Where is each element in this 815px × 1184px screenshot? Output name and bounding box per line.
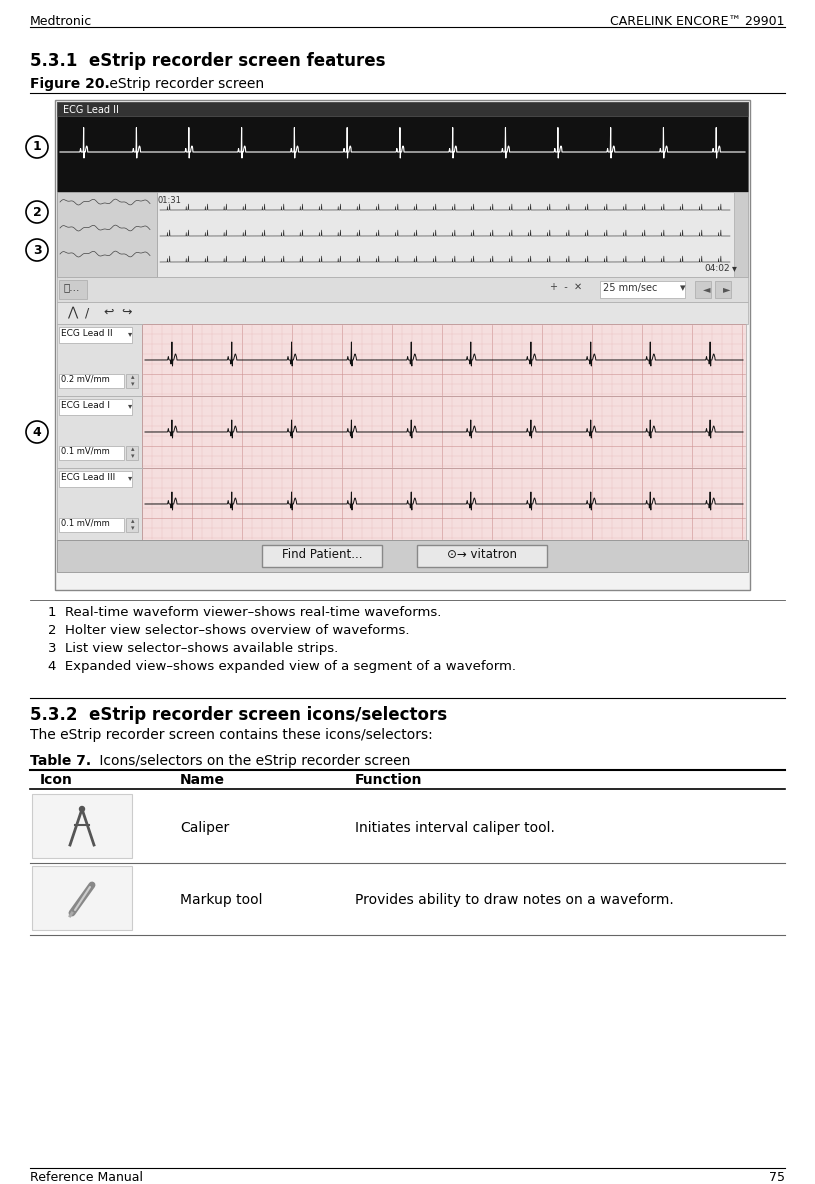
Text: Find Patient...: Find Patient... xyxy=(282,548,362,561)
FancyBboxPatch shape xyxy=(55,99,750,590)
Circle shape xyxy=(26,239,48,260)
Text: ECG Lead III: ECG Lead III xyxy=(61,472,115,482)
FancyBboxPatch shape xyxy=(59,327,132,343)
FancyBboxPatch shape xyxy=(695,281,711,298)
FancyBboxPatch shape xyxy=(32,794,132,858)
FancyBboxPatch shape xyxy=(142,395,746,468)
Text: 5.3.1  eStrip recorder screen features: 5.3.1 eStrip recorder screen features xyxy=(30,52,385,70)
Text: 3: 3 xyxy=(33,244,42,257)
Text: ▾: ▾ xyxy=(680,283,685,292)
Text: ◄: ◄ xyxy=(703,284,711,294)
FancyBboxPatch shape xyxy=(57,102,748,116)
Text: 4: 4 xyxy=(33,425,42,438)
FancyBboxPatch shape xyxy=(59,471,132,487)
Text: ▾: ▾ xyxy=(128,401,132,410)
Text: ⋀: ⋀ xyxy=(67,305,77,318)
Text: +  -  ✕: + - ✕ xyxy=(550,282,582,292)
Circle shape xyxy=(26,422,48,443)
Text: ►: ► xyxy=(723,284,730,294)
Text: /: / xyxy=(85,305,90,318)
Text: ▾: ▾ xyxy=(128,472,132,482)
Text: 2: 2 xyxy=(33,206,42,219)
Text: Provides ability to draw notes on a waveform.: Provides ability to draw notes on a wave… xyxy=(355,893,674,907)
FancyBboxPatch shape xyxy=(715,281,731,298)
Text: eStrip recorder screen: eStrip recorder screen xyxy=(105,77,264,91)
Text: ▾: ▾ xyxy=(732,263,737,274)
Text: ▴
▾: ▴ ▾ xyxy=(131,519,134,530)
FancyBboxPatch shape xyxy=(57,102,748,192)
Text: 01:31: 01:31 xyxy=(158,197,182,205)
Text: Reference Manual: Reference Manual xyxy=(30,1171,143,1184)
FancyBboxPatch shape xyxy=(59,279,87,300)
Text: 3  List view selector–shows available strips.: 3 List view selector–shows available str… xyxy=(48,642,338,655)
FancyBboxPatch shape xyxy=(59,374,124,388)
FancyBboxPatch shape xyxy=(142,468,746,540)
FancyBboxPatch shape xyxy=(126,374,138,388)
Text: Table 7.: Table 7. xyxy=(30,754,91,768)
Circle shape xyxy=(26,201,48,223)
Text: 2  Holter view selector–shows overview of waveforms.: 2 Holter view selector–shows overview of… xyxy=(48,624,409,637)
Text: Icon: Icon xyxy=(40,773,73,787)
Text: ECG Lead I: ECG Lead I xyxy=(61,401,110,410)
Text: 0.2 mV/mm: 0.2 mV/mm xyxy=(61,375,110,384)
Text: 🖨...: 🖨... xyxy=(63,282,79,292)
Text: The eStrip recorder screen contains these icons/selectors:: The eStrip recorder screen contains thes… xyxy=(30,728,433,742)
Text: 0.1 mV/mm: 0.1 mV/mm xyxy=(61,448,110,456)
FancyBboxPatch shape xyxy=(734,192,748,277)
FancyBboxPatch shape xyxy=(59,399,132,416)
FancyBboxPatch shape xyxy=(126,446,138,461)
Text: 25 mm/sec: 25 mm/sec xyxy=(603,283,658,292)
FancyBboxPatch shape xyxy=(57,302,748,324)
FancyBboxPatch shape xyxy=(57,468,142,540)
FancyBboxPatch shape xyxy=(142,324,746,395)
Text: ECG Lead II: ECG Lead II xyxy=(63,105,119,115)
FancyBboxPatch shape xyxy=(57,395,142,468)
Circle shape xyxy=(26,136,48,157)
Text: Function: Function xyxy=(355,773,422,787)
Text: 0.1 mV/mm: 0.1 mV/mm xyxy=(61,519,110,528)
FancyBboxPatch shape xyxy=(126,519,138,532)
Text: CARELINK ENCORE™ 29901: CARELINK ENCORE™ 29901 xyxy=(610,15,785,28)
Text: ⊙→ vitatron: ⊙→ vitatron xyxy=(447,548,517,561)
FancyBboxPatch shape xyxy=(57,324,142,395)
Text: Icons/selectors on the eStrip recorder screen: Icons/selectors on the eStrip recorder s… xyxy=(95,754,411,768)
Text: 75: 75 xyxy=(769,1171,785,1184)
Text: Markup tool: Markup tool xyxy=(180,893,262,907)
Text: Initiates interval caliper tool.: Initiates interval caliper tool. xyxy=(355,821,555,835)
Text: ECG Lead II: ECG Lead II xyxy=(61,329,112,337)
FancyBboxPatch shape xyxy=(600,281,685,298)
FancyBboxPatch shape xyxy=(59,519,124,532)
FancyBboxPatch shape xyxy=(417,545,547,567)
Text: Medtronic: Medtronic xyxy=(30,15,92,28)
Text: ▴
▾: ▴ ▾ xyxy=(131,374,134,387)
Text: 4  Expanded view–shows expanded view of a segment of a waveform.: 4 Expanded view–shows expanded view of a… xyxy=(48,659,516,673)
Text: 04:02: 04:02 xyxy=(704,264,730,274)
Text: Caliper: Caliper xyxy=(180,821,229,835)
FancyBboxPatch shape xyxy=(57,540,748,572)
Text: ↩: ↩ xyxy=(103,305,113,318)
Text: ↪: ↪ xyxy=(121,305,131,318)
FancyBboxPatch shape xyxy=(57,277,748,302)
Text: 5.3.2  eStrip recorder screen icons/selectors: 5.3.2 eStrip recorder screen icons/selec… xyxy=(30,706,447,723)
Text: 1: 1 xyxy=(33,141,42,154)
FancyBboxPatch shape xyxy=(32,866,132,929)
FancyBboxPatch shape xyxy=(57,192,157,277)
Text: ▴
▾: ▴ ▾ xyxy=(131,446,134,459)
FancyBboxPatch shape xyxy=(57,192,748,277)
Text: Figure 20.: Figure 20. xyxy=(30,77,110,91)
FancyBboxPatch shape xyxy=(59,446,124,461)
Text: ▾: ▾ xyxy=(128,329,132,337)
Circle shape xyxy=(80,806,85,811)
Text: 1  Real-time waveform viewer–shows real-time waveforms.: 1 Real-time waveform viewer–shows real-t… xyxy=(48,606,442,619)
Text: Name: Name xyxy=(180,773,225,787)
FancyBboxPatch shape xyxy=(262,545,382,567)
